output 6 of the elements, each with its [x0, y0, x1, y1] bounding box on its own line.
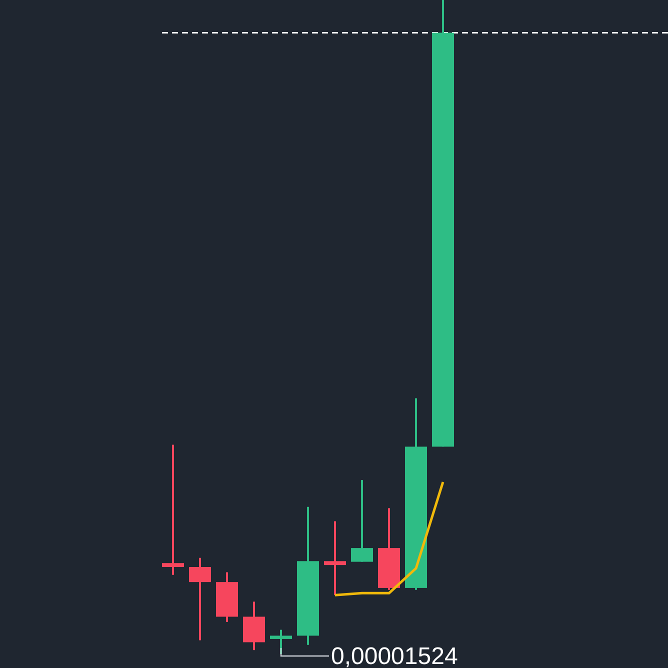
annotation: 0,00001524	[331, 643, 458, 668]
candlestick	[324, 520, 346, 596]
candlestick	[270, 628, 292, 655]
candlestick	[162, 444, 184, 576]
candlestick	[351, 479, 373, 563]
candlestick	[189, 556, 211, 642]
